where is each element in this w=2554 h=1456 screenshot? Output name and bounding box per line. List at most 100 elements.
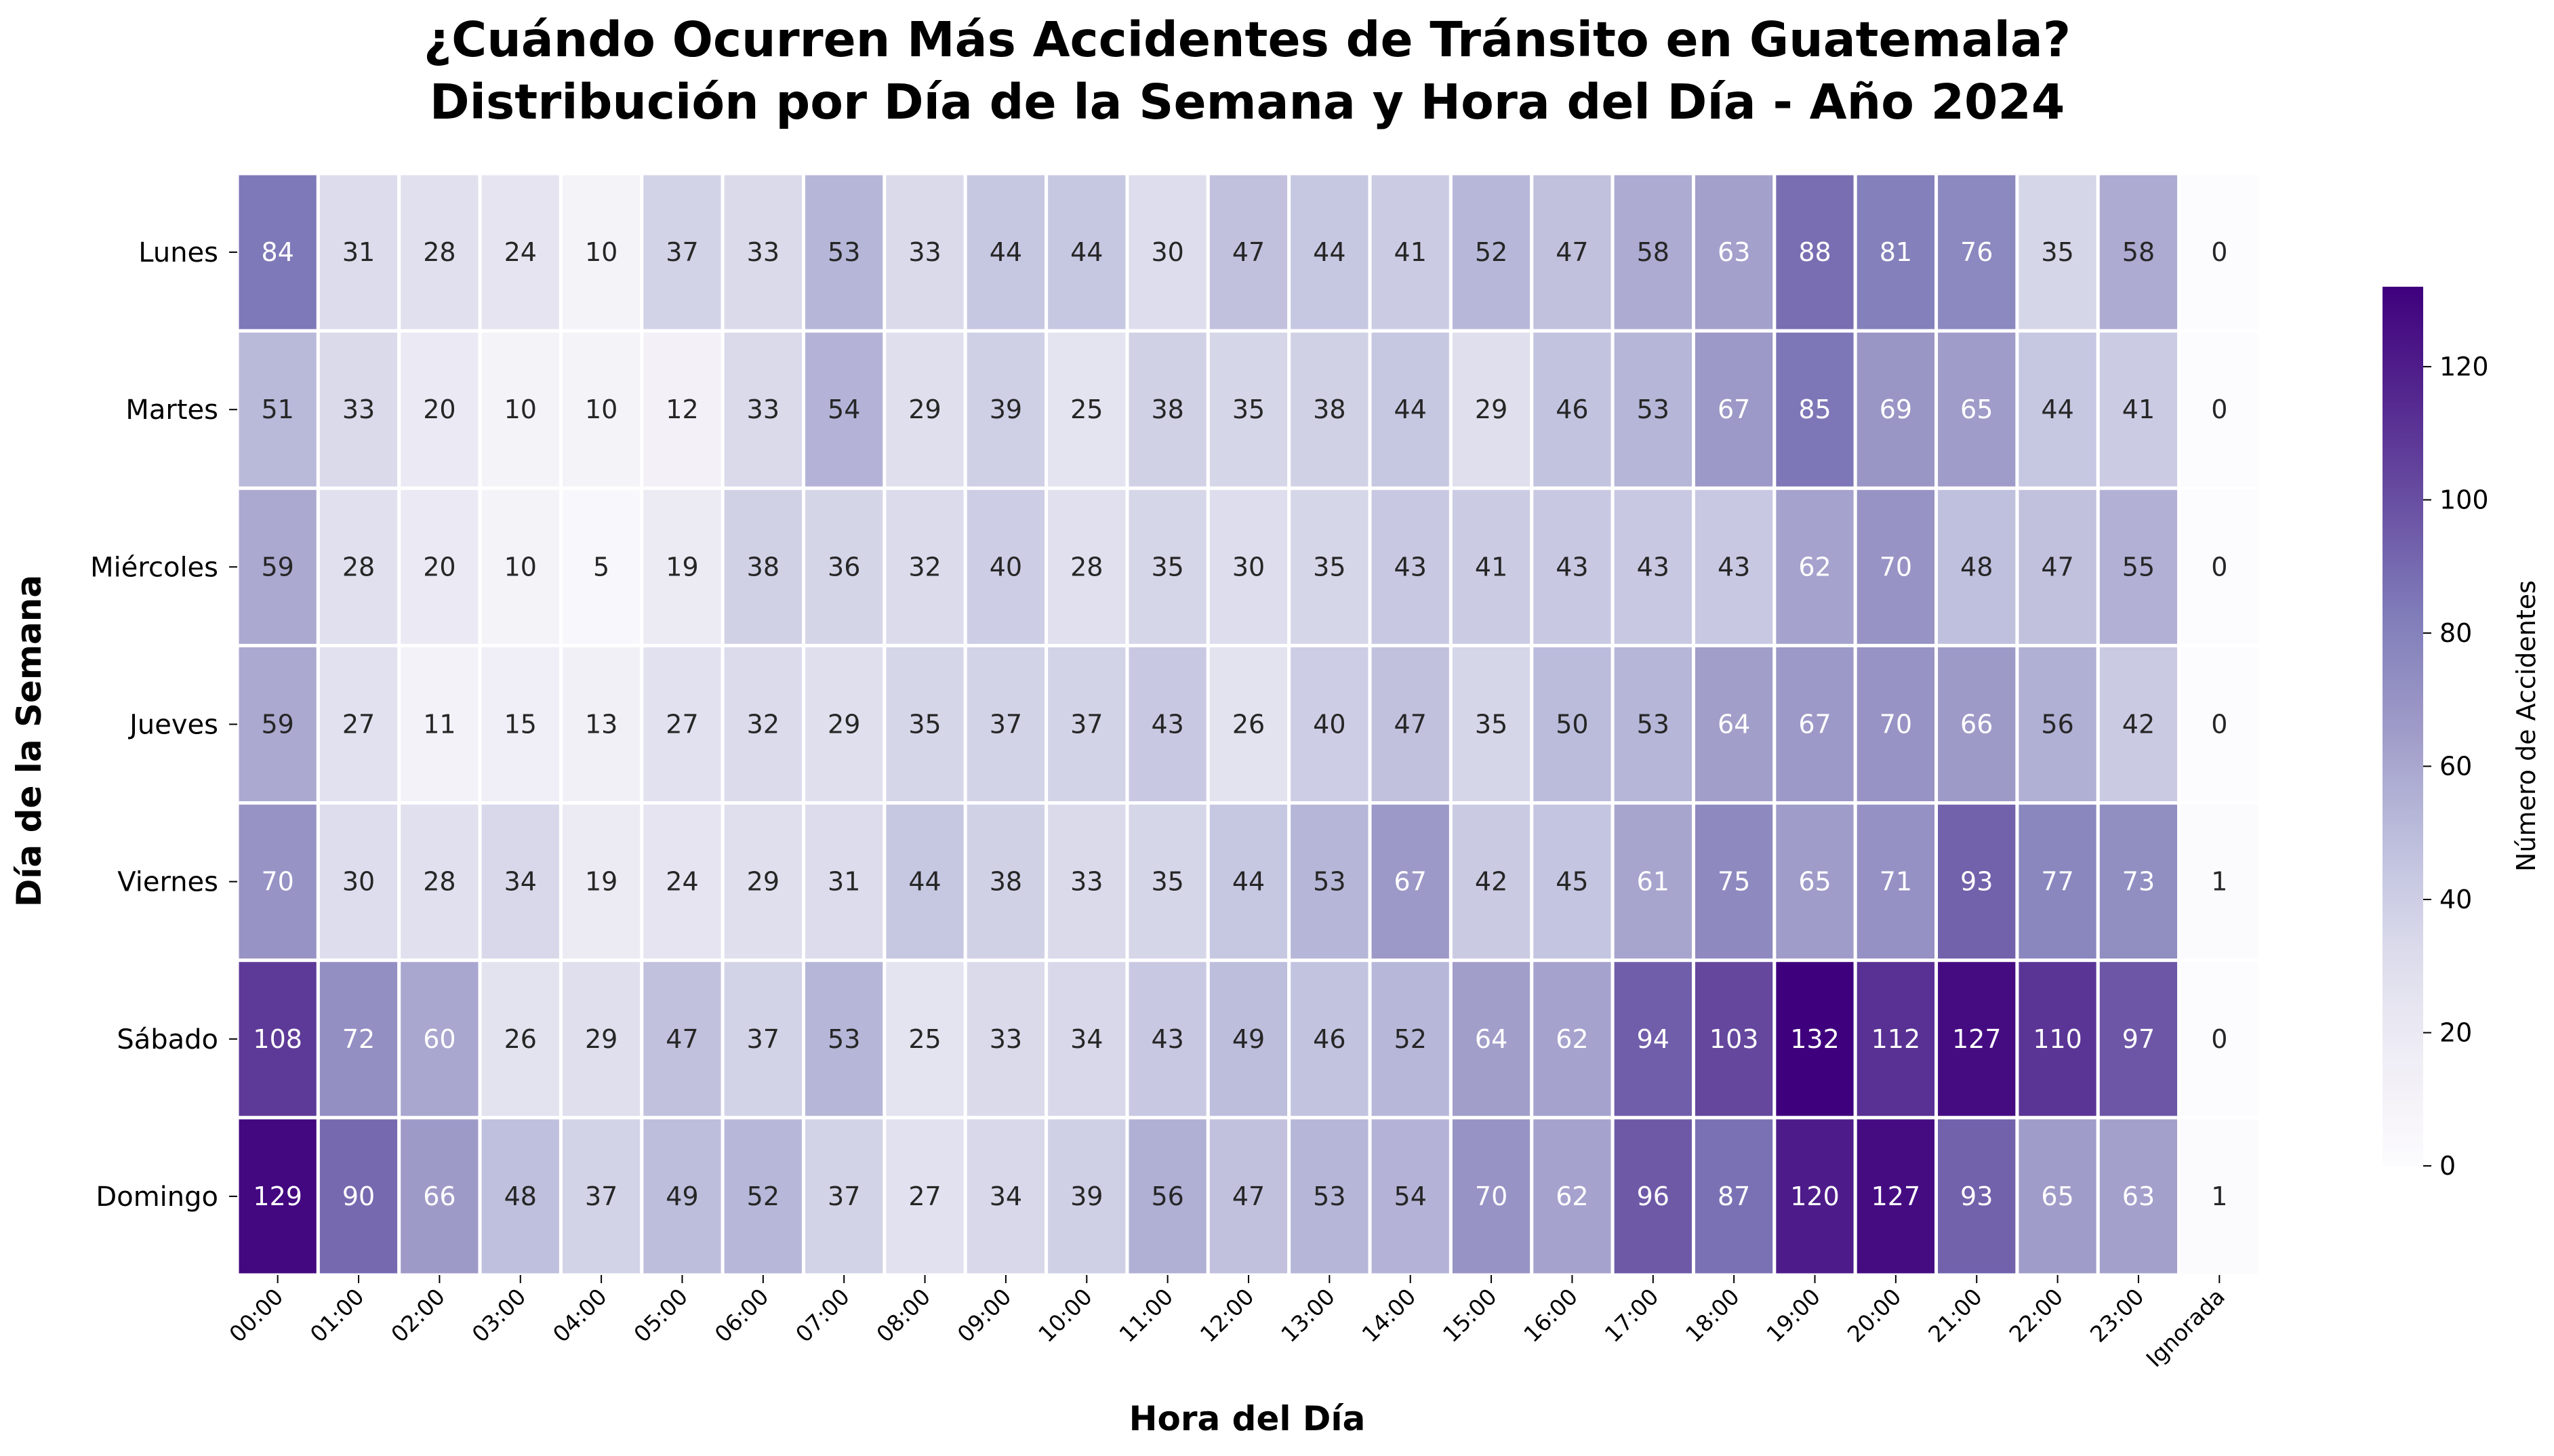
cell-value-label: 46 bbox=[1556, 395, 1588, 424]
cell-value-label: 1 bbox=[2211, 1181, 2227, 1211]
heatmap-cell bbox=[883, 958, 967, 1120]
x-tick-label: 02:00 bbox=[386, 1283, 450, 1348]
cell-value-label: 69 bbox=[1880, 395, 1912, 424]
cell-value-label: 64 bbox=[1718, 710, 1750, 740]
heatmap-cell bbox=[2177, 486, 2262, 647]
cell-value-label: 0 bbox=[2211, 1024, 2227, 1054]
cell-value-label: 94 bbox=[1637, 1024, 1669, 1054]
cell-value-label: 127 bbox=[1871, 1181, 1921, 1211]
cell-value-label: 65 bbox=[1960, 395, 1993, 424]
heatmap-cell-labels: 84 31 28 24 10 37 33 53 33 44 44 30 47 44 41 52 47 58 63 88… bbox=[253, 237, 2227, 1211]
x-tick-label: 08:00 bbox=[871, 1283, 935, 1348]
x-tick-label: 22:00 bbox=[2004, 1283, 2068, 1348]
heatmap-cell bbox=[2015, 643, 2100, 805]
heatmap-cell bbox=[1934, 486, 2019, 647]
cell-value-label: 40 bbox=[1313, 710, 1345, 740]
cell-value-label: 35 bbox=[1313, 552, 1345, 582]
y-tick-label: Viernes bbox=[117, 867, 218, 898]
cell-value-label: 34 bbox=[504, 867, 537, 897]
heatmap-cell bbox=[1934, 171, 2019, 333]
cell-value-label: 97 bbox=[2122, 1024, 2155, 1054]
cell-value-label: 129 bbox=[253, 1181, 302, 1211]
cell-value-label: 13 bbox=[585, 710, 617, 740]
cell-value-label: 70 bbox=[1880, 710, 1912, 740]
heatmap-cell bbox=[2177, 801, 2262, 963]
heatmap-cell bbox=[316, 171, 401, 333]
chart-title-line1: ¿Cuándo Ocurren Más Accidentes de Tránsi… bbox=[424, 12, 2071, 68]
cell-value-label: 58 bbox=[2122, 237, 2155, 267]
cell-value-label: 85 bbox=[1798, 395, 1831, 424]
heatmap-cell bbox=[2096, 643, 2181, 805]
cell-value-label: 43 bbox=[1556, 552, 1588, 582]
x-tick-label: 14:00 bbox=[1357, 1283, 1421, 1348]
cell-value-label: 108 bbox=[253, 1024, 302, 1054]
cell-value-label: 28 bbox=[423, 237, 455, 267]
cell-value-label: 53 bbox=[1313, 867, 1345, 897]
heatmap-cell bbox=[559, 801, 644, 963]
heatmap-cell bbox=[1853, 643, 1939, 805]
cell-value-label: 47 bbox=[1556, 237, 1588, 267]
cell-value-label: 33 bbox=[747, 237, 779, 267]
heatmap-cell bbox=[397, 801, 482, 963]
cell-value-label: 53 bbox=[828, 237, 860, 267]
cell-value-label: 49 bbox=[1232, 1024, 1265, 1054]
heatmap-cell bbox=[1772, 801, 1857, 963]
x-tick-label: 01:00 bbox=[305, 1283, 369, 1348]
heatmap-cell bbox=[2177, 643, 2262, 805]
x-tick-label: 20:00 bbox=[1842, 1283, 1907, 1348]
heatmap-cell bbox=[1934, 329, 2019, 490]
y-tick-label: Sábado bbox=[117, 1024, 218, 1055]
x-tick-label: 17:00 bbox=[1600, 1283, 1664, 1348]
heatmap-cell bbox=[1853, 329, 1939, 490]
y-tick-label: Miércoles bbox=[90, 552, 218, 583]
cell-value-label: 39 bbox=[990, 395, 1022, 424]
cell-value-label: 29 bbox=[747, 867, 779, 897]
cell-value-label: 44 bbox=[1313, 237, 1345, 267]
colorbar-tick-label: 40 bbox=[2439, 885, 2472, 914]
heatmap-cell bbox=[1691, 171, 1777, 333]
cell-value-label: 27 bbox=[908, 1181, 941, 1211]
cell-value-label: 44 bbox=[990, 237, 1022, 267]
heatmap-cell bbox=[559, 486, 644, 647]
cell-value-label: 24 bbox=[504, 237, 537, 267]
cell-value-label: 72 bbox=[342, 1024, 375, 1054]
heatmap-cell bbox=[478, 486, 563, 647]
cell-value-label: 46 bbox=[1313, 1024, 1345, 1054]
cell-value-label: 24 bbox=[666, 867, 698, 897]
x-tick-label: 18:00 bbox=[1680, 1283, 1745, 1348]
heatmap-cell bbox=[235, 643, 320, 805]
cell-value-label: 0 bbox=[2211, 237, 2227, 267]
cell-value-label: 47 bbox=[2041, 552, 2073, 582]
heatmap-cell bbox=[1045, 1116, 1129, 1277]
cell-value-label: 33 bbox=[990, 1024, 1022, 1054]
cell-value-label: 35 bbox=[1151, 552, 1183, 582]
cell-value-label: 0 bbox=[2211, 395, 2227, 424]
cell-value-label: 37 bbox=[585, 1181, 617, 1211]
heatmap-cell bbox=[2015, 1116, 2100, 1277]
y-tick-label: Domingo bbox=[96, 1181, 218, 1213]
x-tick-label: 06:00 bbox=[710, 1283, 774, 1348]
heatmap-cell bbox=[1287, 486, 1372, 647]
colorbar-tick-label: 60 bbox=[2439, 751, 2472, 781]
cell-value-label: 44 bbox=[1232, 867, 1265, 897]
cell-value-label: 112 bbox=[1871, 1024, 1921, 1054]
cell-value-label: 43 bbox=[1718, 552, 1750, 582]
heatmap-cell bbox=[802, 171, 887, 333]
cell-value-label: 53 bbox=[1313, 1181, 1345, 1211]
cell-value-label: 54 bbox=[828, 395, 860, 424]
cell-value-label: 26 bbox=[1232, 710, 1265, 740]
x-tick-label: 13:00 bbox=[1276, 1283, 1340, 1348]
heatmap-cell bbox=[2096, 958, 2181, 1120]
heatmap-cell bbox=[2015, 329, 2100, 490]
cell-value-label: 12 bbox=[666, 395, 698, 424]
cell-value-label: 56 bbox=[1151, 1181, 1183, 1211]
cell-value-label: 37 bbox=[1070, 710, 1103, 740]
cell-value-label: 88 bbox=[1798, 237, 1831, 267]
heatmap-cell bbox=[1610, 958, 1695, 1120]
heatmap-cell bbox=[1853, 801, 1939, 963]
cell-value-label: 32 bbox=[908, 552, 941, 582]
cell-value-label: 62 bbox=[1556, 1181, 1588, 1211]
cell-value-label: 90 bbox=[342, 1181, 375, 1211]
heatmap-cell bbox=[1772, 171, 1857, 333]
heatmap-cell bbox=[1125, 643, 1210, 805]
